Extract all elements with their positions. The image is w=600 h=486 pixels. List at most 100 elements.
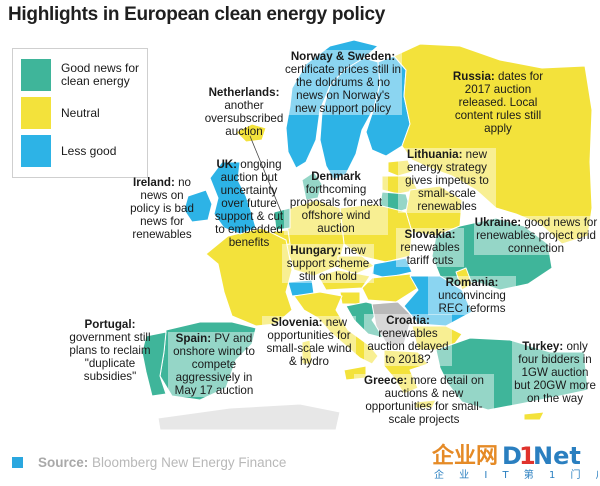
- country-moldova[interactable]: [455, 267, 473, 291]
- legend: Good news for clean energy Neutral Less …: [12, 48, 148, 178]
- annotation-romania-country: Romania:: [445, 276, 499, 289]
- annotation-ireland-text: no news on policy is bad news for renewa…: [130, 176, 194, 241]
- annotation-hungary-country: Hungary:: [290, 244, 342, 257]
- annotation-spain-country: Spain:: [175, 332, 212, 345]
- annotation-croatia-text: renewables auction delayed to 2018?: [367, 327, 449, 366]
- source-square-icon: [12, 457, 23, 468]
- legend-label-good: Good news for clean energy: [61, 61, 140, 88]
- legend-item-neutral: Neutral: [21, 97, 151, 129]
- source-label: Source:: [38, 455, 89, 470]
- country-uk[interactable]: [209, 161, 257, 235]
- annotation-portugal: Portugal: government still plans to recl…: [68, 318, 152, 383]
- annotation-spain: Spain: PV and onshore wind to compete ag…: [168, 332, 260, 397]
- watermark-logo: 企业网 D 1 Net 企 业 I T 第 1 门 户: [430, 437, 600, 481]
- legend-swatch-neutral: [21, 97, 51, 129]
- annotation-greece: Greece: more detail on auctions & new op…: [354, 374, 494, 426]
- annotation-turkey-text: only four bidders in 1GW auction but 20G…: [514, 340, 596, 405]
- country-cyprus[interactable]: [523, 411, 545, 421]
- country-poland[interactable]: [339, 203, 413, 263]
- annotation-croatia-country: Croatia:: [386, 314, 430, 327]
- country-france[interactable]: [205, 227, 293, 327]
- country-russia[interactable]: [393, 43, 593, 245]
- country-austria[interactable]: [317, 269, 371, 291]
- annotation-ireland-country: Ireland:: [132, 176, 175, 189]
- annotation-romania-text: unconvincing REC reforms: [438, 289, 506, 315]
- country-serbia[interactable]: [371, 301, 413, 347]
- annotation-norway-sweden: Norway & Sweden: certificate prices stil…: [284, 50, 402, 115]
- annotation-lithuania: Lithuania: new energy strategy gives imp…: [398, 148, 496, 213]
- annotation-uk-text: ongoing auction but uncertainty over fut…: [214, 158, 284, 249]
- annotation-hungary-text: new support scheme still on hold: [286, 244, 370, 283]
- annotation-russia: Russia: dates for 2017 auction released.…: [448, 70, 548, 135]
- svg-text:D: D: [502, 442, 522, 470]
- annotation-uk-country: UK:: [216, 158, 238, 171]
- country-denmark[interactable]: [301, 171, 323, 201]
- annotation-netherlands-text: another oversubscribed auction: [204, 99, 284, 138]
- annotation-lithuania-country: Lithuania:: [407, 148, 463, 161]
- annotation-lithuania-text: new energy strategy gives impetus to sma…: [405, 148, 489, 213]
- annotation-slovakia: Slovakia: renewables tariff cuts: [396, 228, 464, 267]
- country-ireland[interactable]: [183, 189, 213, 223]
- svg-text:企 业 I T 第 1 门 户: 企 业 I T 第 1 门 户: [434, 468, 598, 481]
- annotation-ukraine: Ukraine: good news for renewables projec…: [474, 216, 598, 255]
- legend-label-neutral: Neutral: [61, 105, 100, 120]
- country-latvia[interactable]: [381, 175, 419, 195]
- legend-item-less-good: Less good: [21, 135, 151, 167]
- annotation-turkey-country: Turkey:: [522, 340, 564, 353]
- annotation-romania: Romania: unconvincing REC reforms: [428, 276, 516, 315]
- legend-label-less-good: Less good: [61, 143, 117, 158]
- annotation-spain-text: PV and onshore wind to compete aggressiv…: [173, 332, 255, 397]
- annotation-uk: UK: ongoing auction but uncertainty over…: [212, 158, 286, 249]
- legend-swatch-good: [21, 59, 51, 91]
- country-portugal[interactable]: [141, 331, 167, 397]
- country-sweden[interactable]: [319, 57, 381, 181]
- legend-swatch-less-good: [21, 135, 51, 167]
- country-turkey[interactable]: [435, 337, 589, 411]
- annotation-ireland: Ireland: no news on policy is bad news f…: [126, 176, 198, 241]
- country-norway[interactable]: [285, 39, 379, 169]
- source-text: Source: Bloomberg New Energy Finance: [38, 455, 286, 470]
- country-greece[interactable]: [383, 349, 429, 395]
- annotation-greece-text: more detail on auctions & new opportunit…: [365, 374, 484, 426]
- source-credit: Source: Bloomberg New Energy Finance: [12, 455, 286, 470]
- svg-text:1: 1: [519, 442, 536, 470]
- annotation-denmark-country: Denmark: [311, 170, 361, 183]
- svg-text:企业网: 企业网: [431, 443, 498, 469]
- svg-text:Net: Net: [533, 442, 581, 470]
- annotation-slovakia-country: Slovakia:: [404, 228, 456, 241]
- country-greece-island[interactable]: [413, 399, 437, 409]
- map-title: Highlights in European clean energy poli…: [8, 4, 385, 25]
- annotation-ukraine-country: Ukraine:: [474, 216, 522, 229]
- country-slovenia[interactable]: [339, 291, 361, 305]
- country-estonia[interactable]: [387, 159, 413, 177]
- annotation-russia-country: Russia:: [452, 70, 495, 83]
- annotation-norway-sweden-country: Norway & Sweden:: [290, 50, 396, 63]
- annotation-slovenia-text: new opportunities for small-scale wind &…: [266, 316, 352, 368]
- country-sardinia[interactable]: [301, 339, 313, 365]
- annotation-hungary: Hungary: new support scheme still on hol…: [282, 244, 374, 283]
- country-italy[interactable]: [293, 291, 379, 365]
- country-bulgaria[interactable]: [411, 325, 463, 351]
- d1net-logo-icon: 企业网 D 1 Net 企 业 I T 第 1 门 户: [431, 442, 600, 481]
- annotation-netherlands: Netherlands: another oversubscribed auct…: [196, 86, 292, 138]
- annotation-norway-sweden-text: certificate prices still in the doldrums…: [285, 63, 401, 115]
- annotation-slovenia: Slovenia: new opportunities for small-sc…: [262, 316, 356, 368]
- annotation-portugal-country: Portugal:: [84, 318, 136, 331]
- source-name: Bloomberg New Energy Finance: [92, 455, 287, 470]
- country-sicily[interactable]: [343, 365, 367, 381]
- region-north-africa: [157, 403, 341, 431]
- country-czech[interactable]: [337, 255, 375, 275]
- annotation-slovakia-text: renewables tariff cuts: [400, 241, 460, 267]
- annotation-turkey: Turkey: only four bidders in 1GW auction…: [512, 340, 598, 405]
- annotation-russia-text: dates for 2017 auction released. Local c…: [454, 70, 544, 135]
- annotation-netherlands-country: Netherlands:: [208, 86, 280, 99]
- annotation-denmark-text: forthcoming proposals for next offshore …: [289, 183, 383, 235]
- annotation-croatia: Croatia: renewables auction delayed to 2…: [364, 314, 452, 366]
- annotation-denmark: Denmark forthcoming proposals for next o…: [284, 170, 388, 235]
- legend-item-good: Good news for clean energy: [21, 59, 151, 91]
- annotation-portugal-text: government still plans to reclaim "dupli…: [69, 331, 151, 383]
- annotation-slovenia-country: Slovenia:: [270, 316, 323, 329]
- annotation-ukraine-text: good news for renewables project grid co…: [476, 216, 598, 255]
- annotation-greece-country: Greece:: [364, 374, 408, 387]
